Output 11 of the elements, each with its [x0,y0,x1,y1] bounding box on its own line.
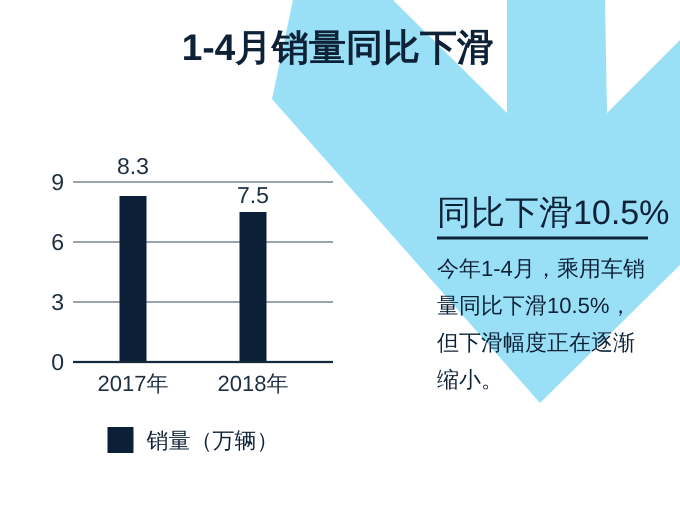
y-tick-label: 6 [51,229,64,255]
data-label: 7.5 [237,182,269,208]
data-label: 8.3 [117,153,149,179]
y-tick-label: 3 [51,289,64,315]
y-tick-label: 9 [51,169,64,195]
x-tick-label: 2018年 [218,371,288,396]
legend-label: 销量（万辆） [146,428,278,453]
y-tick-label: 0 [51,349,64,375]
x-tick-label: 2017年 [98,371,168,396]
title: 1-4月销量同比下滑 [182,27,494,68]
notes: 同比下滑10.5% 今年1-4月，乘用车销量同比下滑10.5%，但下滑幅度正在逐渐缩小。 [437,194,670,392]
